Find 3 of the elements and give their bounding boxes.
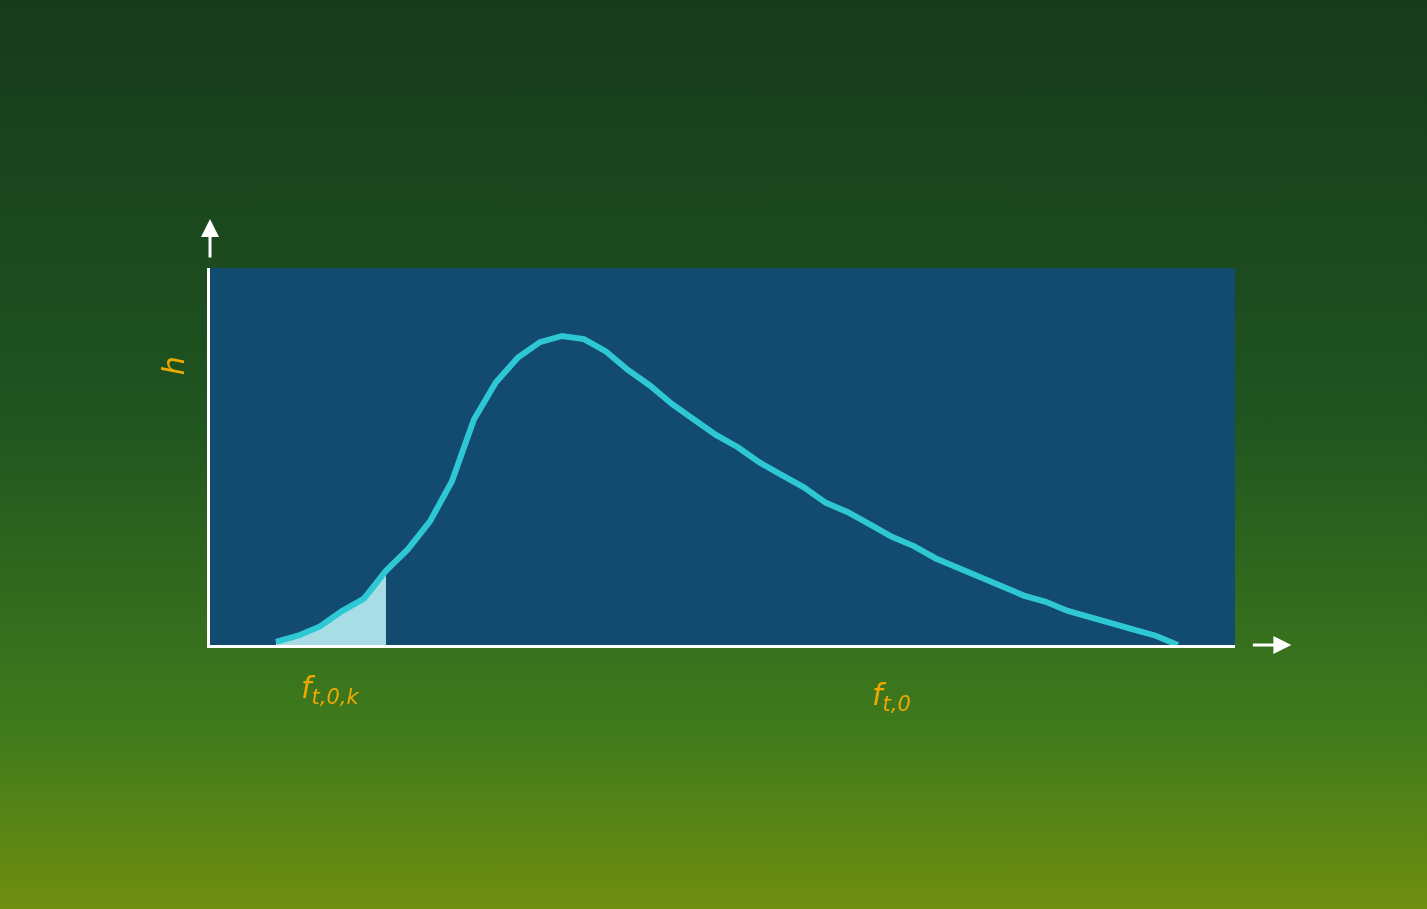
x-axis-title: f$_{t,0}$ [872, 677, 911, 717]
text: f$_{t,0,k}$ [301, 670, 360, 710]
y-axis-title: h [155, 356, 191, 376]
